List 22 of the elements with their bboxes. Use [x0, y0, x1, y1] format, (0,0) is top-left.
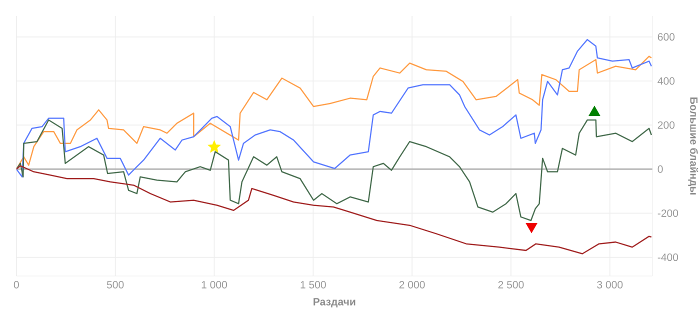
y-tick-label: -200	[658, 209, 678, 217]
y-tick-label: -400	[658, 254, 678, 262]
x-axis-title: Раздачи	[314, 298, 356, 308]
point	[208, 140, 221, 152]
x-tick-label: 1 000	[202, 280, 227, 288]
line-series	[16, 165, 652, 254]
y-tick-label: 200	[658, 121, 675, 129]
x-tick-label: 500	[106, 280, 124, 288]
line-series	[16, 56, 652, 170]
y-tick-label: 600	[658, 33, 675, 41]
point	[588, 106, 600, 116]
x-tick-label: 2 500	[498, 280, 524, 288]
line-series	[16, 38, 652, 178]
y-tick-label: 400	[658, 77, 675, 85]
line-series	[16, 119, 652, 222]
y-axis-title: Большие блайнды	[688, 98, 698, 194]
x-tick-label: 3 000	[597, 280, 623, 288]
point	[526, 222, 538, 234]
x-tick-label: 2 000	[399, 280, 425, 288]
y-tick-label: 0	[658, 165, 663, 173]
x-tick-label: 1 500	[300, 280, 326, 288]
x-tick-label: 0	[14, 280, 19, 288]
